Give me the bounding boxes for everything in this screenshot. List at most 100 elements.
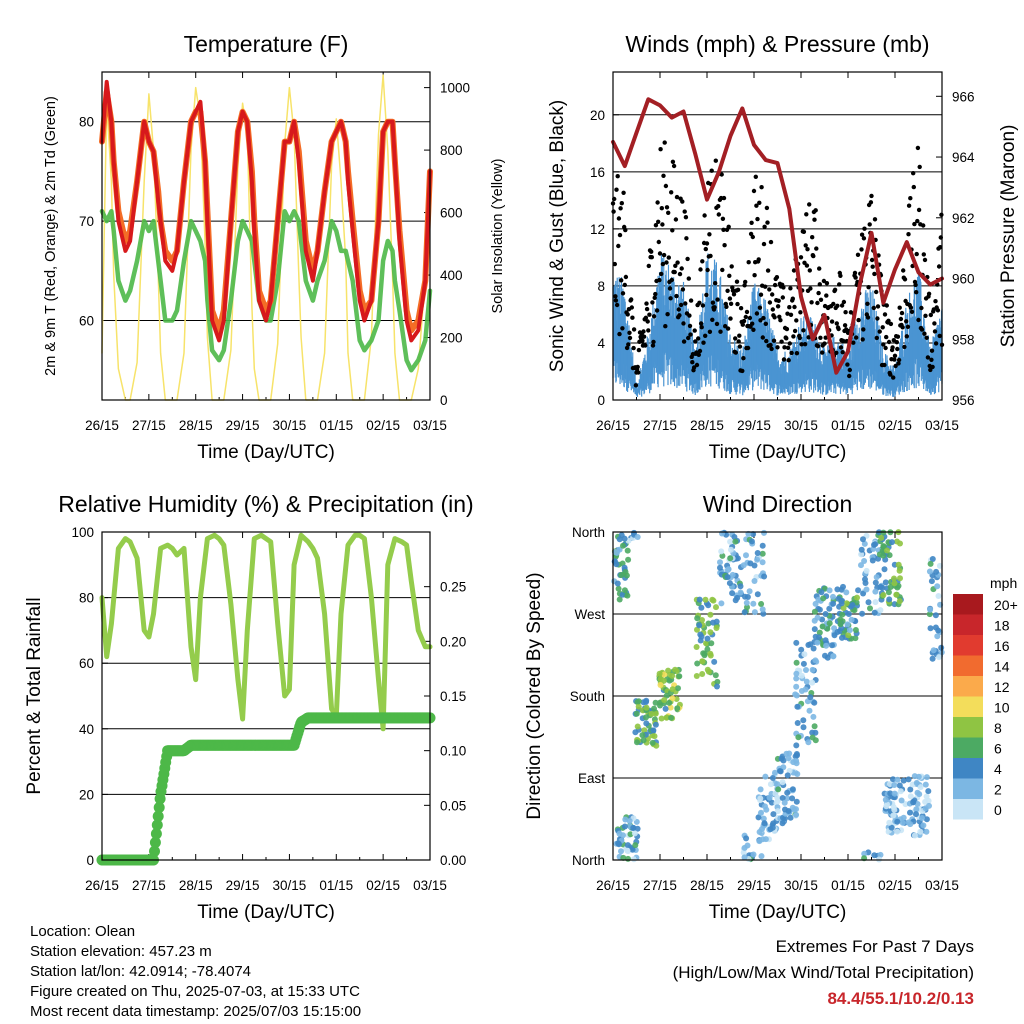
direction-point (789, 786, 796, 793)
direction-point (741, 854, 748, 861)
direction-point (758, 601, 765, 607)
direction-point (728, 546, 734, 553)
legend-swatch (953, 778, 983, 799)
gust-point (640, 338, 645, 343)
y2-tick-label: 400 (440, 268, 463, 283)
direction-point (855, 587, 862, 594)
direction-point (660, 677, 667, 684)
gust-point (685, 256, 690, 262)
gust-point (620, 326, 625, 331)
gust-point (646, 263, 651, 269)
direction-point (861, 540, 868, 547)
direction-point (829, 642, 835, 649)
direction-point (635, 703, 642, 710)
y2-tick-label: 0.05 (440, 798, 466, 813)
direction-point (830, 593, 836, 600)
gust-point (675, 260, 680, 265)
direction-point (820, 595, 827, 602)
direction-point (891, 575, 897, 582)
gust-point (932, 321, 937, 326)
gust-point (862, 226, 867, 231)
gust-point (802, 342, 808, 347)
direction-point (737, 589, 744, 596)
gust-point (798, 310, 803, 315)
gust-point (791, 268, 797, 273)
direction-point (913, 811, 919, 818)
gust-point (656, 239, 661, 245)
x-tick-label: 28/15 (179, 418, 213, 433)
direction-point (744, 604, 750, 611)
gust-point (884, 303, 889, 308)
gust-point (772, 315, 777, 320)
direction-point (618, 572, 625, 579)
direction-point (849, 602, 856, 608)
gust-point (737, 333, 742, 338)
direction-point (772, 769, 778, 776)
direction-point (814, 639, 821, 646)
gust-point (928, 367, 933, 373)
gust-point (713, 281, 718, 286)
gust-point (807, 202, 812, 207)
gust-point (614, 302, 620, 308)
gust-point (650, 300, 655, 305)
gust-point (672, 269, 677, 275)
gust-point (880, 325, 885, 330)
gust-point (727, 273, 732, 278)
gust-point (765, 220, 770, 225)
direction-point (845, 632, 852, 639)
direction-point (759, 542, 766, 549)
gust-point (727, 296, 733, 301)
gust-point (810, 235, 815, 240)
gust-point (914, 251, 919, 257)
direction-point (793, 659, 800, 666)
gust-point (671, 163, 677, 169)
gust-point (912, 221, 917, 227)
gust-point (678, 302, 684, 308)
x-tick-label: 29/15 (226, 418, 260, 433)
gust-point (765, 268, 771, 273)
gust-point (762, 224, 767, 229)
gust-point (930, 364, 935, 370)
direction-point (794, 703, 801, 710)
direction-point (800, 724, 807, 731)
direction-point (907, 809, 913, 816)
direction-point (902, 801, 909, 808)
direction-point (809, 679, 816, 686)
panel-winds: Winds (mph) & Pressure (mb) 26/15 27/15 28/… (547, 31, 1019, 463)
direction-point (910, 799, 917, 806)
direction-point (747, 560, 754, 567)
gust-point (870, 264, 875, 269)
direction-point (834, 629, 841, 635)
gust-point (845, 362, 850, 367)
direction-point (919, 815, 925, 821)
gust-point (770, 292, 775, 297)
gust-point (664, 205, 670, 210)
direction-point (812, 729, 819, 736)
gust-point (645, 319, 650, 324)
gust-point (621, 190, 626, 195)
gust-point (745, 345, 751, 351)
direction-point (624, 847, 631, 854)
series-precip (96, 712, 436, 866)
direction-point (839, 634, 845, 641)
gust-point (817, 282, 822, 287)
direction-point (824, 654, 831, 661)
gust-point (894, 340, 899, 345)
y-tick-label: North (572, 853, 605, 868)
gust-point (834, 321, 839, 326)
direction-point (859, 610, 866, 617)
gust-point (853, 275, 858, 280)
gust-point (753, 174, 758, 179)
gust-point (726, 224, 731, 229)
direction-point (757, 795, 764, 802)
direction-point (867, 605, 873, 612)
y-axis-label: Percent & Total Rainfall (24, 597, 45, 794)
direction-point (805, 739, 812, 746)
direction-point (635, 698, 642, 705)
y-tick-label: 70 (79, 214, 94, 229)
legend-swatch (953, 799, 983, 820)
direction-point (807, 694, 814, 701)
gust-point (741, 356, 746, 361)
gust-point (786, 358, 791, 363)
gust-point (818, 297, 824, 302)
